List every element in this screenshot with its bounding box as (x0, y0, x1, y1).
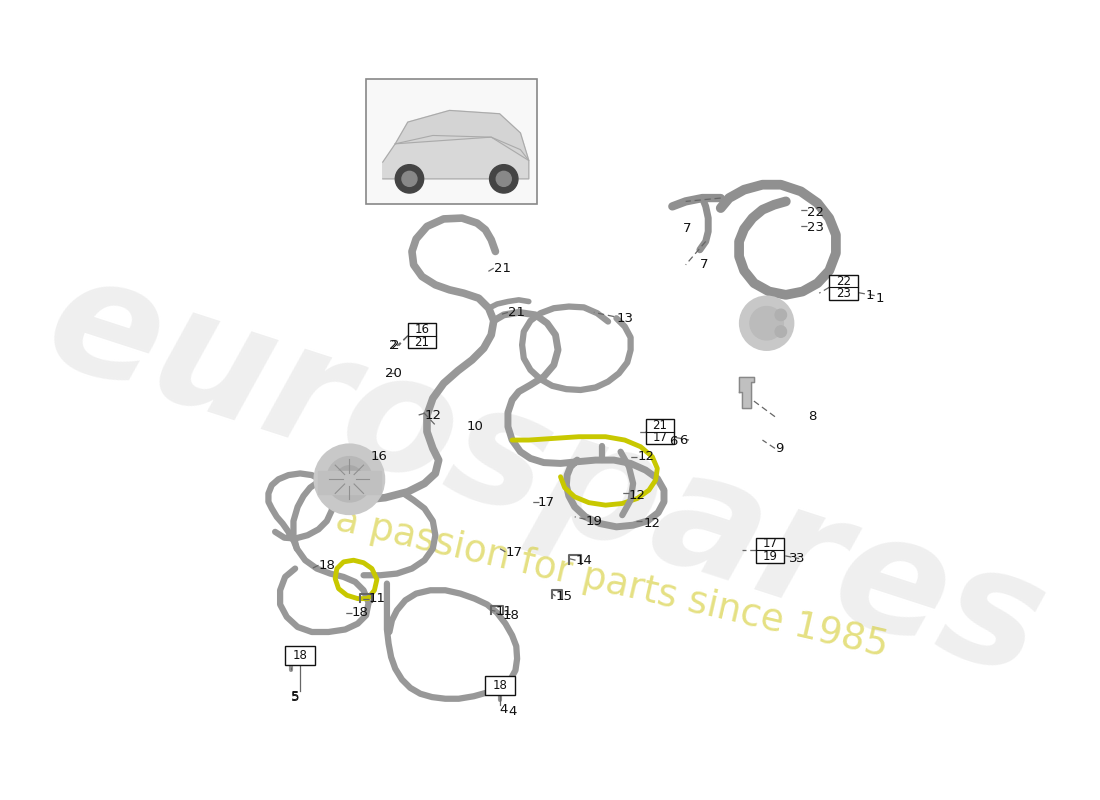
Bar (829, 275, 858, 300)
Circle shape (402, 171, 417, 186)
Circle shape (496, 171, 512, 186)
Text: 12: 12 (629, 490, 646, 502)
Bar (408, 323, 437, 348)
Text: 21: 21 (415, 335, 429, 349)
Text: 21: 21 (494, 262, 510, 274)
Text: 12: 12 (425, 409, 441, 422)
Bar (318, 471, 381, 494)
Text: 9: 9 (776, 442, 783, 455)
Text: 11: 11 (368, 592, 386, 605)
Polygon shape (395, 110, 529, 161)
Text: 21: 21 (652, 419, 668, 432)
Text: 4: 4 (508, 705, 516, 718)
Text: 5: 5 (292, 691, 299, 705)
Text: 17: 17 (762, 538, 778, 550)
Text: 4: 4 (499, 703, 508, 716)
Text: 3: 3 (789, 552, 797, 565)
Text: 21: 21 (508, 306, 525, 319)
Polygon shape (739, 377, 755, 408)
Bar (285, 646, 316, 665)
Text: 10: 10 (466, 420, 483, 434)
Text: 23: 23 (806, 221, 824, 234)
Text: a passion for parts since 1985: a passion for parts since 1985 (332, 502, 892, 665)
Text: 18: 18 (493, 679, 508, 692)
Text: 13: 13 (616, 312, 634, 325)
Circle shape (327, 457, 372, 502)
Text: 8: 8 (808, 410, 816, 423)
Circle shape (315, 444, 384, 514)
Circle shape (776, 309, 786, 321)
Text: 11: 11 (495, 605, 513, 618)
Text: 18: 18 (293, 649, 308, 662)
Bar (366, 78, 537, 204)
Text: 22: 22 (836, 274, 851, 287)
Text: 18: 18 (502, 609, 519, 622)
Text: 23: 23 (836, 287, 850, 300)
Text: 15: 15 (556, 590, 572, 602)
Text: 7: 7 (700, 258, 708, 271)
Text: 16: 16 (415, 323, 429, 336)
Polygon shape (383, 135, 529, 179)
Circle shape (740, 297, 793, 350)
Text: 17: 17 (537, 496, 554, 509)
Text: 19: 19 (585, 514, 603, 527)
Circle shape (395, 165, 424, 193)
Circle shape (336, 466, 363, 493)
Text: 12: 12 (637, 450, 654, 463)
Circle shape (490, 165, 518, 193)
Text: 20: 20 (385, 366, 403, 380)
Bar (646, 419, 674, 444)
Text: 16: 16 (371, 450, 387, 463)
Text: 18: 18 (319, 558, 336, 572)
Text: 2: 2 (388, 339, 397, 352)
Bar (756, 538, 784, 562)
Text: 12: 12 (644, 517, 661, 530)
Text: eurospares: eurospares (29, 239, 1063, 711)
Text: 14: 14 (575, 554, 593, 566)
Bar (485, 676, 516, 694)
Circle shape (750, 306, 783, 340)
Text: 1: 1 (876, 292, 883, 305)
Text: 6: 6 (669, 435, 678, 448)
Text: 2: 2 (392, 339, 399, 352)
Text: 7: 7 (683, 222, 692, 235)
Text: 5: 5 (292, 690, 299, 702)
Text: 22: 22 (806, 206, 824, 218)
Text: 1: 1 (865, 289, 873, 302)
Text: 6: 6 (679, 434, 688, 446)
Text: 17: 17 (505, 546, 522, 559)
Text: 19: 19 (762, 550, 778, 563)
Text: 18: 18 (352, 606, 368, 619)
Circle shape (776, 326, 786, 338)
Text: 17: 17 (652, 431, 668, 445)
Text: 3: 3 (795, 552, 804, 565)
